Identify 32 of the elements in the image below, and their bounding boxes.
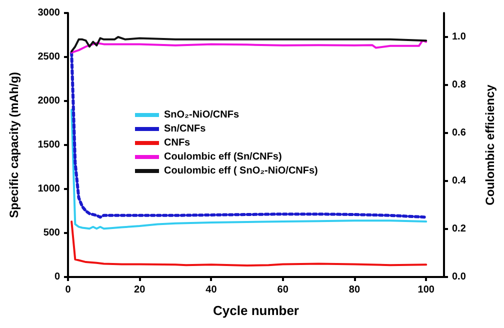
y-tick-label: 2000 [38,96,60,106]
legend-label: SnO₂-NiO/CNFs [164,110,240,120]
y-tick-label: 2500 [38,52,60,62]
y2-tick-label: 1.0 [452,32,466,42]
y-tick-label: 1000 [38,184,60,194]
x-tick-label: 100 [418,284,435,296]
legend-label: Sn/CNFs [164,124,206,134]
y2-axis-title: Coulombic efficiency [483,84,497,206]
y-tick-label: 500 [43,228,60,238]
line-series [70,40,428,54]
legend-label: CNFs [164,138,191,148]
y2-tick-label: 0.4 [452,176,466,186]
x-tick-label: 60 [277,284,289,296]
line-series [70,220,428,267]
x-tick-label: 0 [65,284,72,296]
line-series [70,36,428,52]
y-tick-label: 1500 [38,140,60,150]
line-series [70,108,428,230]
x-tick-label: 20 [134,284,146,296]
y-tick-label: 3000 [38,8,60,18]
y2-tick-label: 0.6 [452,128,466,138]
y-tick-label: 0 [54,272,60,282]
legend-label: Coulombic eff ( SnO₂-NiO/CNFs) [164,166,318,176]
line-series [70,51,428,219]
legend-label: Coulombic eff (Sn/CNFs) [164,152,282,162]
x-axis-title: Cycle number [213,303,299,318]
y2-tick-label: 0.2 [452,224,466,234]
y2-tick-label: 0.8 [452,80,466,90]
y-axis-title: Specific capacity (mAh/g) [7,72,21,218]
x-tick-label: 80 [348,284,360,296]
x-tick-label: 40 [206,284,218,296]
y2-tick-label: 0.0 [452,272,466,282]
